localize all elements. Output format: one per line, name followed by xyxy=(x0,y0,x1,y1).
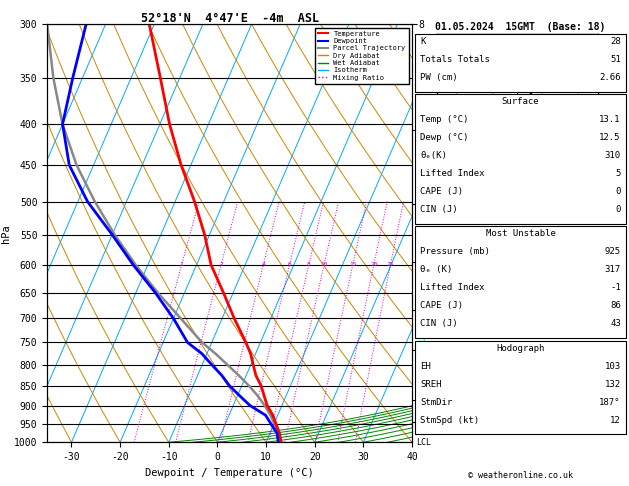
Text: CAPE (J): CAPE (J) xyxy=(420,187,463,196)
Text: EH: EH xyxy=(420,362,431,371)
Text: Hodograph: Hodograph xyxy=(496,344,545,353)
Text: 5: 5 xyxy=(615,169,621,178)
Text: LCL: LCL xyxy=(416,438,431,447)
Text: Totals Totals: Totals Totals xyxy=(420,55,490,64)
Text: 15: 15 xyxy=(349,262,357,267)
Text: StmDir: StmDir xyxy=(420,398,452,407)
Y-axis label: km
ASL: km ASL xyxy=(425,233,440,253)
X-axis label: Dewpoint / Temperature (°C): Dewpoint / Temperature (°C) xyxy=(145,468,314,478)
Text: Dewp (°C): Dewp (°C) xyxy=(420,133,469,142)
Text: Lifted Index: Lifted Index xyxy=(420,169,485,178)
Text: 51: 51 xyxy=(610,55,621,64)
Text: 28: 28 xyxy=(610,37,621,46)
Text: -1: -1 xyxy=(610,283,621,293)
Text: 8: 8 xyxy=(307,262,311,267)
Text: 12: 12 xyxy=(610,416,621,425)
Text: Lifted Index: Lifted Index xyxy=(420,283,485,293)
Text: 103: 103 xyxy=(604,362,621,371)
Text: Surface: Surface xyxy=(502,97,539,106)
Text: 132: 132 xyxy=(604,380,621,389)
Text: θₑ(K): θₑ(K) xyxy=(420,151,447,160)
Text: 86: 86 xyxy=(610,301,621,311)
Y-axis label: hPa: hPa xyxy=(1,224,11,243)
Text: 310: 310 xyxy=(604,151,621,160)
Text: 4: 4 xyxy=(262,262,265,267)
Text: © weatheronline.co.uk: © weatheronline.co.uk xyxy=(468,471,573,480)
Text: CAPE (J): CAPE (J) xyxy=(420,301,463,311)
Text: 25: 25 xyxy=(387,262,394,267)
Text: 317: 317 xyxy=(604,265,621,275)
Text: 1: 1 xyxy=(180,262,184,267)
Text: StmSpd (kt): StmSpd (kt) xyxy=(420,416,479,425)
Text: K: K xyxy=(420,37,426,46)
Legend: Temperature, Dewpoint, Parcel Trajectory, Dry Adiabat, Wet Adiabat, Isotherm, Mi: Temperature, Dewpoint, Parcel Trajectory… xyxy=(314,28,408,84)
Text: 13.1: 13.1 xyxy=(599,115,621,124)
Text: 10: 10 xyxy=(320,262,328,267)
Text: CIN (J): CIN (J) xyxy=(420,319,458,329)
Text: CIN (J): CIN (J) xyxy=(420,205,458,214)
Text: 2.66: 2.66 xyxy=(599,73,621,82)
Text: 20: 20 xyxy=(370,262,377,267)
Text: 925: 925 xyxy=(604,247,621,257)
Text: 2: 2 xyxy=(219,262,223,267)
Text: 01.05.2024  15GMT  (Base: 18): 01.05.2024 15GMT (Base: 18) xyxy=(435,22,606,32)
Text: Most Unstable: Most Unstable xyxy=(486,229,555,239)
Text: Pressure (mb): Pressure (mb) xyxy=(420,247,490,257)
Text: 187°: 187° xyxy=(599,398,621,407)
Text: 0: 0 xyxy=(615,205,621,214)
Text: 12.5: 12.5 xyxy=(599,133,621,142)
Text: 0: 0 xyxy=(615,187,621,196)
Text: 43: 43 xyxy=(610,319,621,329)
Text: SREH: SREH xyxy=(420,380,442,389)
Text: 52°18'N  4°47'E  -4m  ASL: 52°18'N 4°47'E -4m ASL xyxy=(140,12,319,25)
Text: θₑ (K): θₑ (K) xyxy=(420,265,452,275)
Text: 6: 6 xyxy=(287,262,291,267)
Text: PW (cm): PW (cm) xyxy=(420,73,458,82)
Text: Temp (°C): Temp (°C) xyxy=(420,115,469,124)
Text: kt: kt xyxy=(443,43,454,52)
